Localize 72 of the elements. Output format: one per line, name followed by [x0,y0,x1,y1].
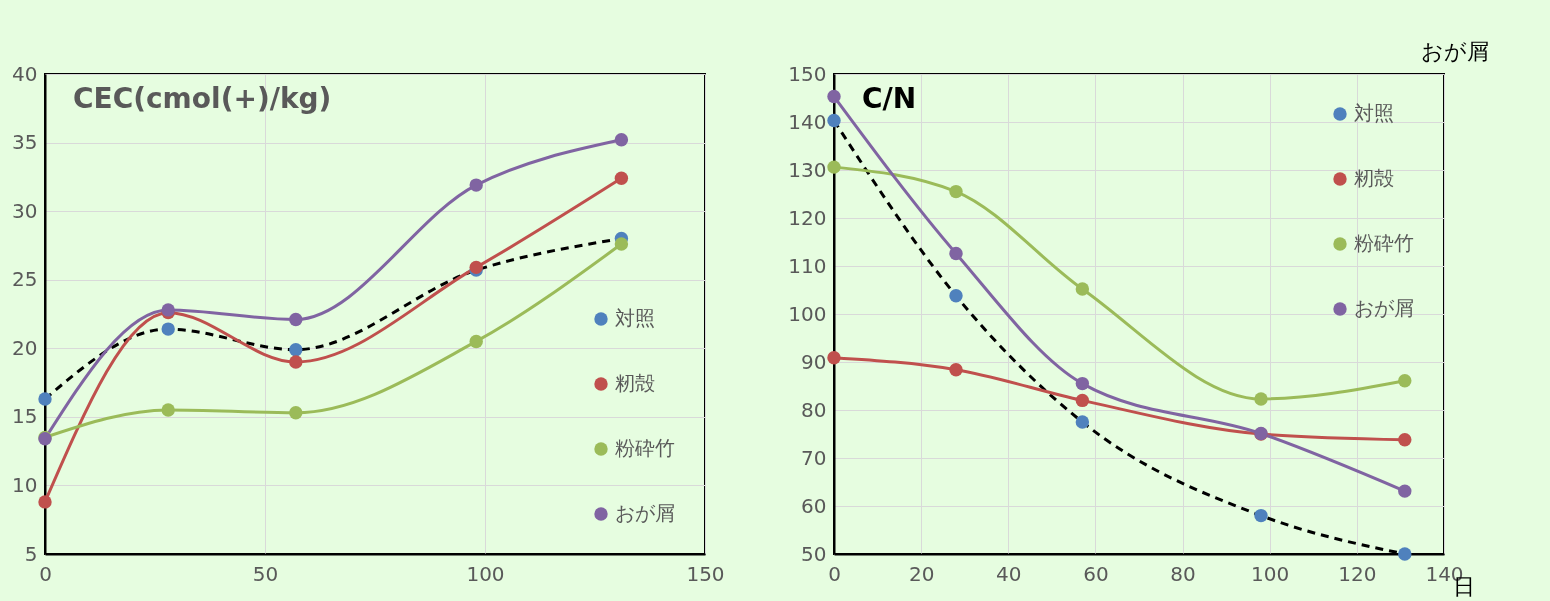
point [614,133,629,147]
point [949,184,963,199]
text: おが屑 [1421,39,1489,64]
point [289,406,303,420]
x-tick-label: 100 [1251,561,1290,586]
point [827,160,841,174]
legend-label: 籾殻 [1354,166,1394,190]
y-tick-label: 30 [12,198,38,223]
point [1254,392,1268,406]
point [827,113,841,128]
y-tick-label: 40 [12,61,38,86]
x-tick-label: 60 [1083,561,1109,586]
point [614,237,629,251]
y-tick-label: 140 [788,109,827,134]
point [289,355,303,369]
y-tick-label: 130 [788,157,827,182]
legend-label: 粉砕竹 [615,436,675,460]
point [289,312,303,327]
point [1398,374,1412,388]
point [38,495,52,509]
y-tick-label: 120 [788,205,827,230]
point [289,342,303,357]
point [469,178,483,192]
point [1398,547,1412,561]
y-tick-label: 15 [12,404,38,429]
point [1075,282,1090,296]
point [1075,415,1090,429]
point [161,322,175,336]
x-tick-label: 40 [996,561,1022,586]
y-tick-label: 35 [12,130,38,155]
point [1398,484,1412,498]
y-tick-label: 110 [788,253,827,278]
legend-label: 対照 [1354,101,1394,125]
point [1398,433,1412,447]
x-tick-label: 80 [1170,561,1196,586]
y-tick-label: 20 [12,335,38,360]
point [1075,393,1090,408]
point [1254,508,1268,523]
x-tick-label: 50 [252,561,279,586]
point [827,89,841,104]
point [949,362,963,377]
point [614,171,629,185]
x-tick-label: 120 [1338,561,1377,586]
y-tick-label: 150 [788,61,827,86]
y-tick-label: 25 [12,267,38,292]
x-tick-label: 100 [466,561,505,586]
y-tick-label: 90 [801,349,827,374]
y-tick-label: 100 [788,301,827,326]
point [949,289,963,303]
point [161,403,175,417]
y-tick-label: 70 [801,445,827,470]
legend-label: 粉砕竹 [1354,231,1414,255]
y-tick-label: 60 [801,493,827,518]
legend-label: 籾殻 [615,371,655,395]
y-tick-label: 50 [801,541,827,566]
legend-label: おが屑 [615,501,675,525]
x-tick-label: 20 [908,561,935,586]
x-tick-label: 0 [39,561,52,586]
y-tick-label: 5 [24,541,38,566]
y-tick-label: 10 [12,472,38,497]
point [1075,376,1090,391]
point [469,334,483,349]
point [827,350,841,365]
y-tick-label: 80 [801,397,827,422]
x-tick-label: 150 [686,561,725,586]
chart-title: CEC(cmol(+)/kg) [73,82,332,115]
legend-label: 対照 [615,306,655,330]
x-tick-label: 0 [828,561,841,586]
chart-title: C/N [862,82,917,115]
point [949,246,963,261]
point [38,392,52,406]
legend-label: おが屑 [1354,296,1414,320]
